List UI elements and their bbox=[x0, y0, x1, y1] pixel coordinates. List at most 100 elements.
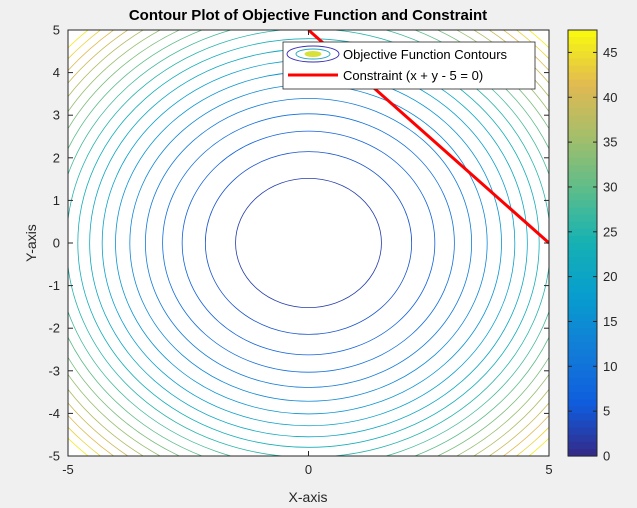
y-tick-label: -5 bbox=[48, 449, 60, 464]
colorbar-segment bbox=[568, 172, 597, 180]
colorbar-segment bbox=[568, 193, 597, 201]
legend-box bbox=[282, 41, 536, 90]
colorbar-segment bbox=[568, 51, 597, 59]
colorbar-segment bbox=[568, 441, 597, 450]
y-tick-label: -4 bbox=[48, 406, 60, 421]
colorbar-segment bbox=[568, 420, 597, 429]
colorbar-segment bbox=[568, 427, 597, 436]
colorbar-segment bbox=[568, 150, 597, 159]
colorbar-segment bbox=[568, 448, 597, 457]
y-tick-label: -3 bbox=[48, 363, 60, 378]
colorbar-segment bbox=[568, 179, 597, 187]
colorbar-segment bbox=[568, 108, 597, 116]
contour-line bbox=[235, 177, 382, 309]
colorbar-tick-label: 15 bbox=[603, 314, 617, 329]
plot-area bbox=[68, 30, 549, 456]
colorbar-segment bbox=[568, 228, 597, 237]
colorbar-tick-label: 25 bbox=[603, 224, 617, 239]
contour-line bbox=[181, 130, 436, 356]
colorbar-segment bbox=[568, 72, 597, 81]
colorbar-tick-label: 0 bbox=[603, 449, 610, 464]
axes-ticks: -5 0 5 5 4 3 2 1 0 -1 -2 -3 -4 -5 bbox=[48, 23, 552, 478]
colorbar-segment bbox=[568, 129, 597, 138]
colorbar-segment bbox=[568, 235, 597, 244]
colorbar-segment bbox=[568, 214, 597, 223]
colorbar-segment bbox=[568, 285, 597, 294]
colorbar-tick-label: 10 bbox=[603, 359, 617, 374]
colorbar-segment bbox=[568, 264, 597, 272]
colorbar-segment bbox=[568, 58, 597, 67]
legend-entry-contours: Objective Function Contours bbox=[343, 47, 508, 62]
colorbar-segment bbox=[568, 413, 597, 422]
colorbar-segment bbox=[568, 363, 597, 372]
y-tick-label: 1 bbox=[53, 193, 60, 208]
colorbar-tick-label: 35 bbox=[603, 135, 617, 150]
y-tick-label: 2 bbox=[53, 150, 60, 165]
colorbar-segment bbox=[568, 65, 597, 74]
colorbar-tick-label: 40 bbox=[603, 90, 617, 105]
y-tick-label: 5 bbox=[53, 23, 60, 38]
colorbar-segment bbox=[568, 370, 597, 379]
colorbar-segment bbox=[568, 37, 597, 45]
colorbar-segment bbox=[568, 271, 597, 280]
legend-entry-constraint: Constraint (x + y - 5 = 0) bbox=[343, 68, 483, 83]
colorbar-segment bbox=[568, 221, 597, 230]
colorbar-segment bbox=[568, 186, 597, 194]
colorbar-segment bbox=[568, 392, 597, 400]
contour-line bbox=[77, 38, 540, 448]
colorbar-segment bbox=[568, 79, 597, 88]
colorbar-tick-label: 45 bbox=[603, 45, 617, 60]
y-tick-label: 4 bbox=[53, 65, 60, 80]
colorbar-segment bbox=[568, 335, 597, 343]
colorbar-tick-label: 30 bbox=[603, 179, 617, 194]
colorbar-segment bbox=[568, 399, 597, 407]
colorbar: 45 40 35 30 25 20 15 10 5 0 bbox=[567, 29, 617, 464]
colorbar-tick-label: 5 bbox=[603, 404, 610, 419]
colorbar-segment bbox=[568, 278, 597, 287]
colorbar-segment bbox=[568, 257, 597, 265]
legend: Objective Function Contours Constraint (… bbox=[282, 41, 536, 90]
contour-line bbox=[204, 151, 413, 335]
colorbar-segment bbox=[568, 243, 597, 251]
colorbar-segment bbox=[568, 406, 597, 414]
colorbar-segment bbox=[568, 377, 597, 386]
x-tick-label: -5 bbox=[62, 462, 74, 477]
y-axis-label: Y-axis bbox=[23, 224, 39, 262]
colorbar-segment bbox=[568, 115, 597, 123]
colorbar-segment bbox=[568, 93, 597, 102]
colorbar-segment bbox=[568, 86, 597, 95]
colorbar-segment bbox=[568, 292, 597, 301]
colorbar-segment bbox=[568, 434, 597, 443]
contour-line bbox=[162, 113, 455, 373]
y-tick-label: -1 bbox=[48, 278, 60, 293]
colorbar-segment bbox=[568, 122, 597, 130]
colorbar-segment bbox=[568, 44, 597, 52]
chart-title: Contour Plot of Objective Function and C… bbox=[129, 7, 487, 24]
colorbar-segment bbox=[568, 157, 597, 166]
colorbar-segment bbox=[568, 207, 597, 216]
colorbar-segment bbox=[568, 342, 597, 351]
colorbar-segment bbox=[568, 385, 597, 393]
colorbar-segment bbox=[568, 136, 597, 145]
colorbar-segment bbox=[568, 30, 597, 38]
colorbar-segment bbox=[568, 314, 597, 322]
colorbar-segment bbox=[568, 321, 597, 329]
colorbar-segment bbox=[568, 299, 597, 308]
colorbar-segment bbox=[568, 306, 597, 315]
colorbar-segment bbox=[568, 349, 597, 358]
y-tick-label: 0 bbox=[53, 236, 60, 251]
colorbar-segment bbox=[568, 356, 597, 365]
colorbar-segment bbox=[568, 250, 597, 258]
colorbar-segment bbox=[568, 164, 597, 173]
contour-line bbox=[144, 98, 473, 388]
colorbar-segment bbox=[568, 328, 597, 336]
colorbar-segment bbox=[568, 101, 597, 109]
colorbar-segment bbox=[568, 200, 597, 209]
legend-contour-icon bbox=[286, 45, 340, 63]
y-tick-label: -2 bbox=[48, 321, 60, 336]
x-tick-label: 5 bbox=[545, 462, 552, 477]
x-axis-label: X-axis bbox=[289, 489, 328, 505]
y-tick-label: 3 bbox=[53, 108, 60, 123]
colorbar-segment bbox=[568, 143, 597, 152]
